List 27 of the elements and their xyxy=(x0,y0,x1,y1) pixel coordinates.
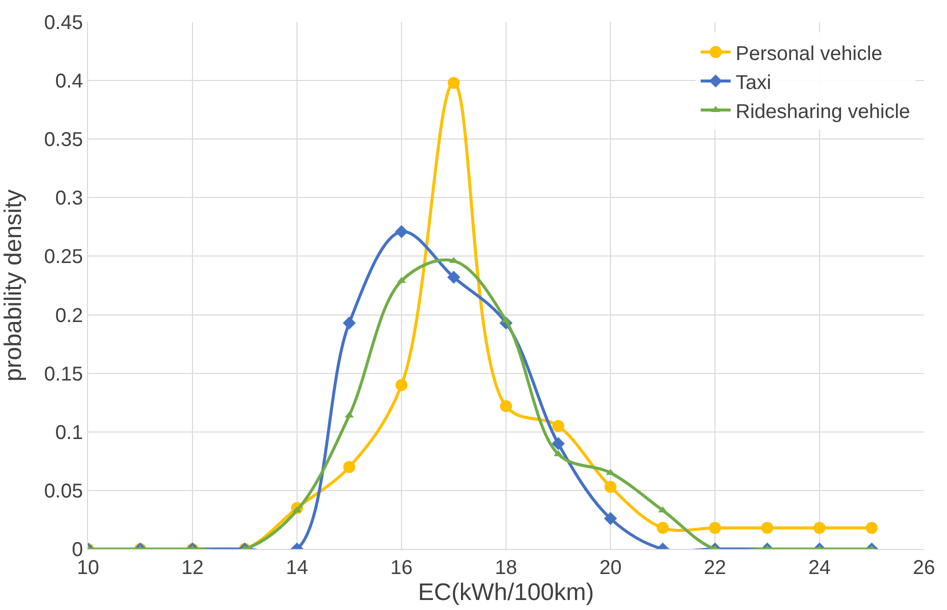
x-tick-label: 14 xyxy=(286,557,308,579)
legend-label: Ridesharing vehicle xyxy=(736,100,910,123)
y-tick-label: 0.15 xyxy=(44,363,83,386)
point xyxy=(447,270,460,284)
y-tick-label: 0.1 xyxy=(55,422,83,444)
y-tick-label: 0.05 xyxy=(44,480,83,502)
point xyxy=(395,225,408,238)
point xyxy=(342,316,356,330)
x-tick-label: 18 xyxy=(494,557,518,579)
y-tick-label: 0.45 xyxy=(44,12,83,34)
y-tick-label: 0.3 xyxy=(55,188,83,210)
x-tick-label: 12 xyxy=(181,557,204,579)
x-tick-label: 26 xyxy=(912,557,936,579)
x-axis-title: EC(kWh/100km) xyxy=(418,579,594,606)
legend-label: Personal vehicle xyxy=(736,42,882,65)
point xyxy=(396,379,408,392)
y-axis-title: probability density xyxy=(0,189,28,382)
x-tick-label: 16 xyxy=(390,557,413,579)
x-tick-label: 20 xyxy=(599,557,622,579)
y-tick-label: 0.25 xyxy=(44,246,83,268)
x-tick-label: 22 xyxy=(704,557,726,579)
x-tick-label: 24 xyxy=(808,557,831,579)
y-tick-label: 0.35 xyxy=(44,129,83,152)
point xyxy=(448,76,460,89)
y-tick-label: 0.4 xyxy=(55,70,83,93)
legend-label: Taxi xyxy=(736,72,772,94)
y-tick-label: 0.2 xyxy=(55,304,83,327)
